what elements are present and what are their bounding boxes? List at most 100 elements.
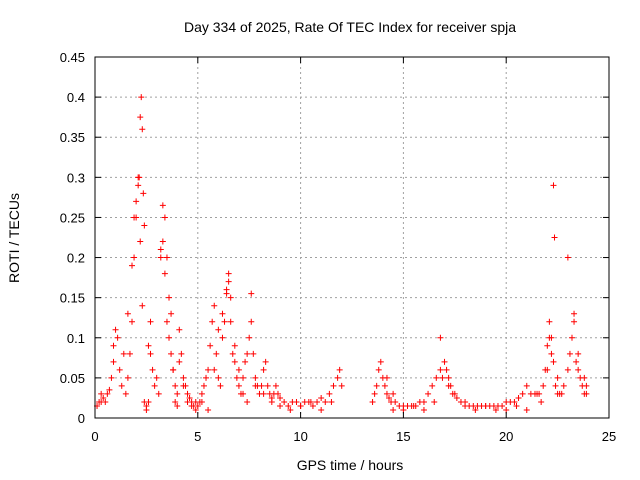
data-point [140,190,147,197]
y-tick-label: 0 [78,411,85,426]
data-point [566,350,573,357]
data-point [534,390,541,397]
data-point [433,374,440,381]
data-point [223,290,230,297]
data-point [287,406,294,413]
data-point [492,406,499,413]
data-point [322,398,329,405]
data-point [139,126,146,133]
data-point [544,366,551,373]
series-1 [98,94,590,413]
data-point [110,358,117,365]
y-tick-label: 0.3 [67,170,85,185]
data-point [551,234,558,241]
data-point [277,394,284,401]
data-point [272,382,279,389]
data-point [112,326,119,333]
data-point [248,290,255,297]
data-point [209,318,216,325]
data-point [552,382,559,389]
data-point [431,398,438,405]
data-point [499,402,506,409]
series-0 [94,174,590,409]
data-point [451,390,458,397]
data-point [571,318,578,325]
data-point [188,402,195,409]
data-point [482,402,489,409]
data-point [472,406,479,413]
data-point [511,398,518,405]
data-point [147,318,154,325]
x-tick-label: 20 [499,429,513,444]
y-tick-label: 0.45 [60,50,85,65]
data-point [523,382,530,389]
axis-ticks: 0 5 10 15 20 25 0 0.05 0.1 0.15 0.2 0.25 0.3 0.35 0.4 0… [60,50,617,444]
data-point [151,382,158,389]
data-point [318,394,325,401]
data-marks [94,94,590,413]
data-point [443,366,450,373]
data-point [159,238,166,245]
data-point [515,394,522,401]
data-point [159,202,166,209]
data-point [147,350,154,357]
data-point [581,374,588,381]
data-point [231,358,238,365]
data-point [326,390,333,397]
data-point [309,402,316,409]
data-point [425,390,432,397]
chart-title: Day 334 of 2025, Rate Of TEC Index for r… [184,19,516,35]
data-point [334,374,341,381]
data-point [277,402,284,409]
x-tick-label: 0 [91,429,98,444]
data-point [503,406,510,413]
data-point [252,374,259,381]
data-point [258,382,265,389]
data-point [307,398,314,405]
data-point [116,366,123,373]
data-point [129,318,136,325]
data-point [161,270,168,277]
data-point [221,318,228,325]
data-point [410,402,417,409]
data-point [155,390,162,397]
data-point [240,390,247,397]
data-point [166,294,173,301]
data-point [198,398,205,405]
data-point [371,390,378,397]
data-point [544,342,551,349]
data-point [453,394,460,401]
data-point [163,318,170,325]
data-point [135,182,142,189]
data-point [217,382,224,389]
data-point [262,358,269,365]
data-point [157,246,164,253]
data-point [420,398,427,405]
data-point [100,394,107,401]
data-point [172,398,179,405]
data-point [137,238,144,245]
data-point [264,382,271,389]
data-point [229,350,236,357]
data-point [124,310,131,317]
x-tick-label: 15 [396,429,410,444]
data-point [174,390,181,397]
data-point [392,398,399,405]
data-point [170,366,177,373]
data-point [153,374,160,381]
data-point [328,398,335,405]
data-point [219,334,226,341]
data-point [338,382,345,389]
data-point [178,350,185,357]
data-point [215,326,222,333]
y-tick-label: 0.1 [67,331,85,346]
x-axis-label: GPS time / hours [297,457,404,473]
data-point [297,402,304,409]
data-point [330,382,337,389]
x-tick-label: 5 [194,429,201,444]
data-point [108,374,115,381]
data-point [400,406,407,413]
data-point [211,366,218,373]
data-point [231,342,238,349]
data-point [383,390,390,397]
